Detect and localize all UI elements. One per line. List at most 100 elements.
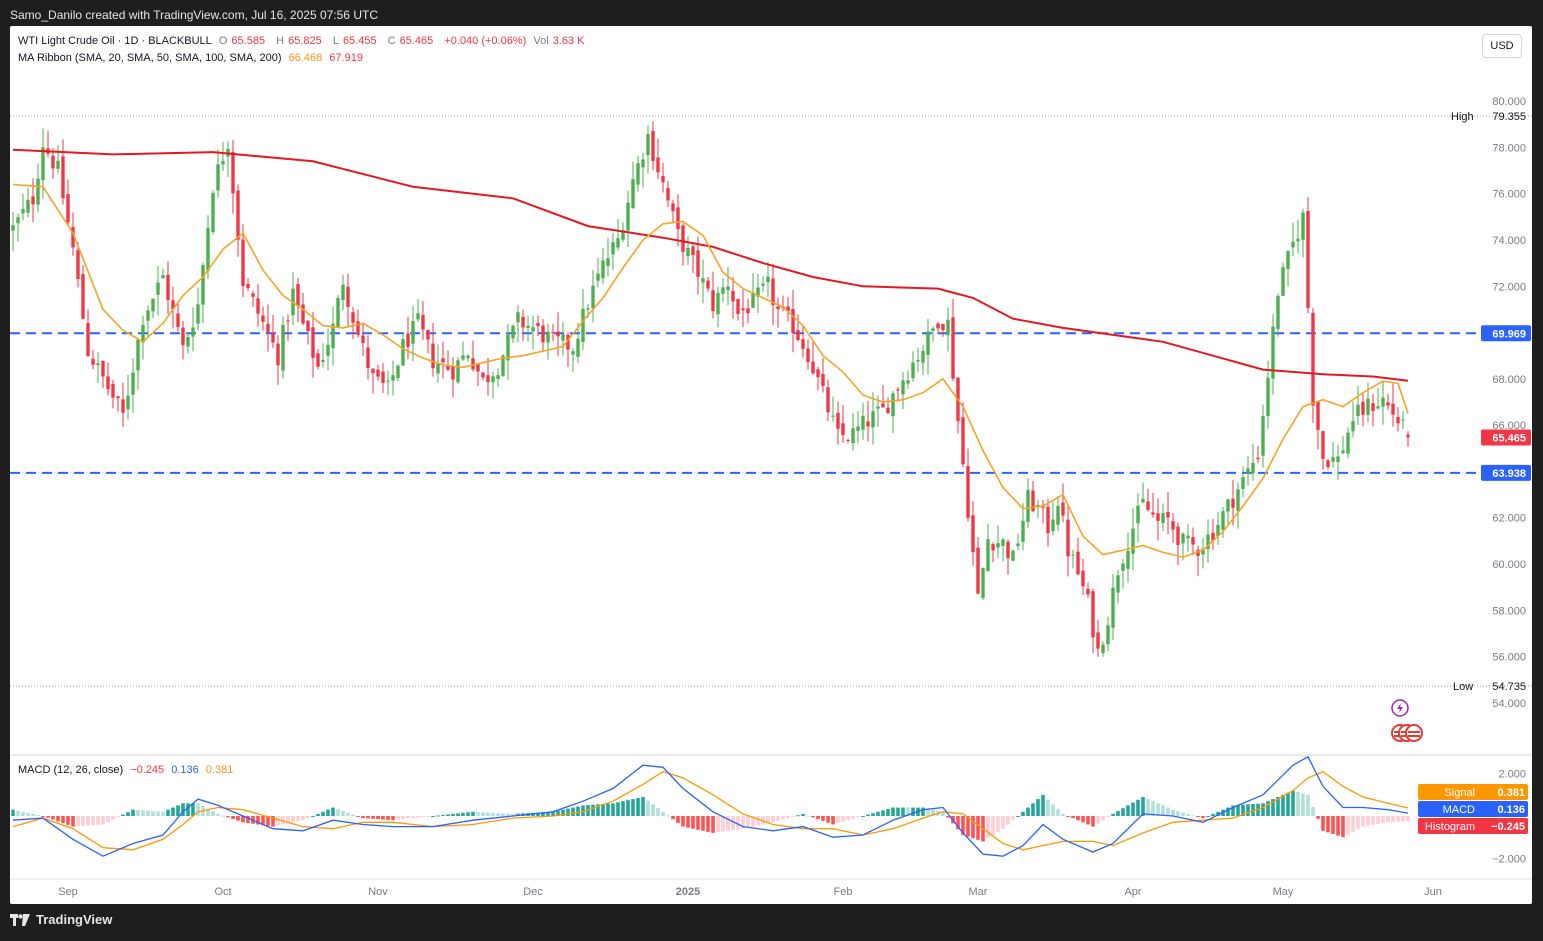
candle-body (671, 203, 675, 212)
candle-body (1051, 519, 1055, 532)
macd-histogram (11, 790, 1410, 842)
histogram-bar (131, 809, 135, 816)
histogram-bar (166, 809, 170, 816)
candle-body (11, 225, 15, 231)
histogram-bar (36, 814, 40, 816)
histogram-bar (546, 812, 550, 816)
candle-body (1376, 406, 1380, 409)
candle-body (921, 351, 925, 363)
candle-body (901, 380, 905, 395)
histogram-bar (656, 808, 660, 816)
candle-body (1311, 312, 1315, 406)
candle-body (586, 308, 590, 310)
histogram-bar (1126, 805, 1130, 816)
price-tick-label: 56.000 (1492, 652, 1526, 664)
histogram-bar (1061, 813, 1065, 816)
histogram-bar (381, 816, 385, 820)
histogram-bar (1071, 816, 1075, 819)
histogram-bar (571, 807, 575, 816)
candle-body (1181, 533, 1185, 544)
candle-body (161, 275, 165, 279)
candle-body (606, 258, 610, 266)
histogram-bar (26, 812, 30, 816)
candle-body (521, 316, 525, 328)
histogram-bar (1246, 804, 1250, 816)
flash-icon (1391, 699, 1409, 717)
histogram-bar (596, 804, 600, 816)
time-tick-label: Jun (1424, 886, 1442, 898)
candle-body (886, 407, 890, 414)
candle-body (1001, 539, 1005, 546)
candle-body (936, 323, 940, 329)
candle-body (1221, 511, 1225, 531)
histogram-bar (161, 811, 165, 816)
candle-body (1101, 644, 1105, 654)
candle-body (1281, 267, 1285, 296)
histogram-bar (1356, 816, 1360, 830)
candle-body (1121, 563, 1125, 571)
candle-body (491, 376, 495, 383)
histogram-bar (371, 816, 375, 819)
histogram-bar (1366, 816, 1370, 826)
candle-body (76, 250, 80, 280)
candle-body (31, 196, 35, 205)
symbol-label[interactable]: WTI Light Crude Oil · 1D · BLACKBULL (18, 35, 212, 47)
candle-body (571, 351, 575, 355)
histogram-bar (146, 810, 150, 816)
candle-body (501, 355, 505, 376)
histogram-bar (636, 798, 640, 816)
candle-body (1321, 431, 1325, 459)
histogram-bar (216, 813, 220, 816)
candle-body (336, 298, 340, 327)
histogram-bar (1151, 801, 1155, 816)
candle-body (711, 290, 715, 312)
histogram-bar (1361, 816, 1365, 827)
tradingview-footer[interactable]: TradingView (10, 912, 112, 927)
candle-body (756, 287, 760, 297)
candle-body (141, 324, 145, 343)
candle-body (526, 325, 530, 329)
macd-label[interactable]: MACD (12, 26, close) (18, 764, 124, 776)
histogram-bar (256, 816, 260, 825)
candle-body (1041, 506, 1045, 508)
histogram-bar (1276, 796, 1280, 816)
histogram-bar (16, 810, 20, 816)
candle-body (626, 202, 630, 231)
candle-body (106, 376, 110, 390)
candle-body (966, 466, 970, 518)
candle-body (446, 365, 450, 370)
histogram-bar (841, 816, 845, 822)
price-chart[interactable]: 80.00078.00076.00074.00072.00070.00068.0… (10, 26, 1532, 904)
histogram-bar (241, 816, 245, 823)
candle-body (826, 387, 830, 413)
us-flags-icon (1391, 724, 1423, 742)
histogram-bar (511, 813, 515, 816)
candle-body (666, 187, 670, 201)
ma-label[interactable]: MA Ribbon (SMA, 20, SMA, 50, SMA, 100, S… (18, 52, 282, 64)
candle-body (766, 276, 770, 283)
candle-body (26, 199, 30, 213)
histogram-bar (1066, 816, 1070, 817)
histogram-bar (706, 816, 710, 832)
histogram-bar (926, 808, 930, 816)
histogram-bar (1021, 811, 1025, 816)
histogram-bar (386, 816, 390, 820)
candle-body (1396, 417, 1400, 424)
histogram-bar (66, 816, 70, 825)
histogram-bar (176, 805, 180, 816)
candle-body (156, 282, 160, 295)
histogram-bar (56, 816, 60, 822)
currency-button[interactable]: USD (1482, 34, 1522, 58)
histogram-bar (151, 811, 155, 816)
candle-body (551, 332, 555, 334)
histogram-bar (891, 807, 895, 816)
candle-body (1206, 534, 1210, 550)
candle-body (841, 423, 845, 436)
histogram-bar (846, 816, 850, 821)
time-tick-label: Oct (214, 886, 231, 898)
histogram-bar (896, 807, 900, 816)
histogram-bar (361, 816, 365, 819)
histogram-bar (821, 816, 825, 821)
histogram-bar (861, 816, 865, 817)
time-tick-label: Mar (969, 886, 988, 898)
